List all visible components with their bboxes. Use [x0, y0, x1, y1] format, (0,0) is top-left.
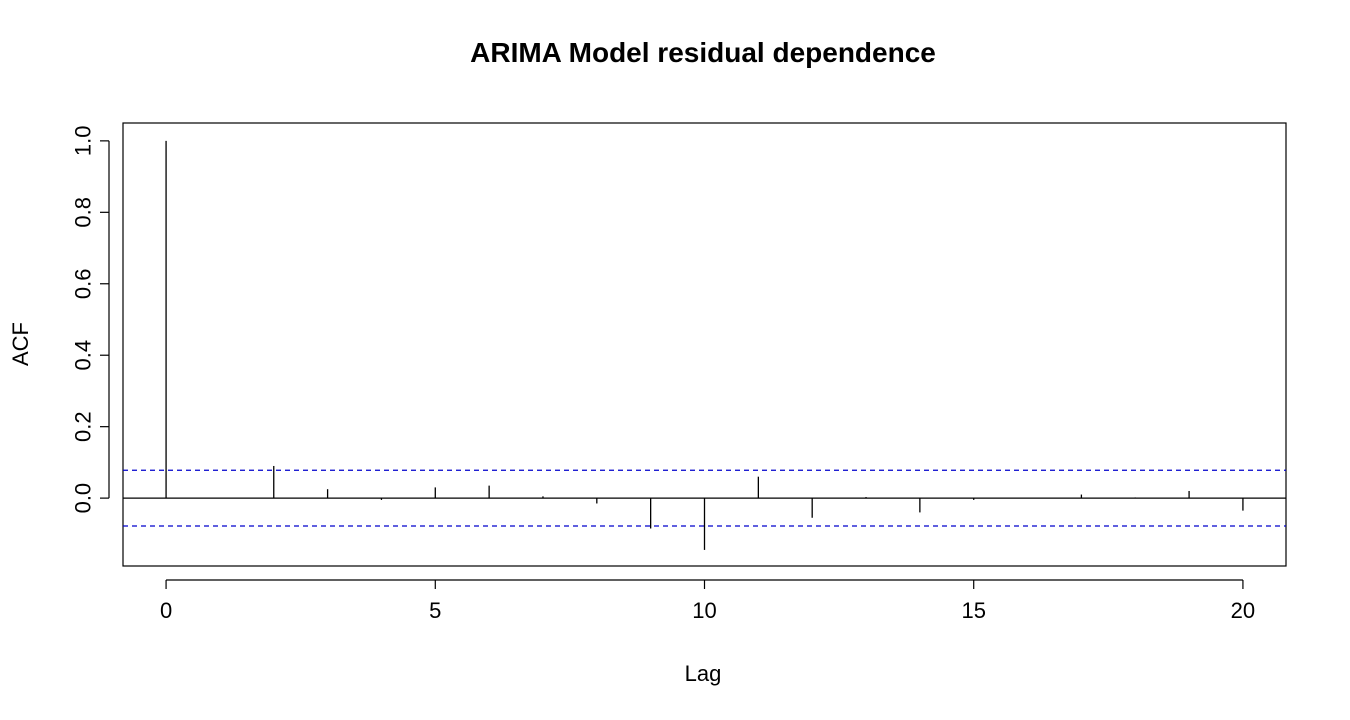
x-tick-label: 0	[160, 598, 172, 623]
chart-title: ARIMA Model residual dependence	[470, 37, 936, 68]
y-axis: 0.0 0.2 0.4 0.6 0.8 1.0	[71, 126, 110, 514]
x-tick-label: 5	[429, 598, 441, 623]
plot-frame	[122, 122, 1287, 567]
y-tick-label: 0.0	[71, 483, 96, 514]
x-tick-label: 20	[1231, 598, 1255, 623]
x-tick-label: 15	[961, 598, 985, 623]
y-tick-label: 0.8	[71, 197, 96, 228]
x-axis-label: Lag	[685, 661, 722, 686]
y-tick-label: 0.4	[71, 340, 96, 371]
x-tick-label: 10	[692, 598, 716, 623]
y-tick-label: 1.0	[71, 126, 96, 157]
y-axis-label: ACF	[8, 322, 33, 366]
y-tick-label: 0.2	[71, 411, 96, 442]
acf-bars	[165, 140, 1244, 550]
confidence-bounds	[123, 469, 1286, 527]
x-axis: 0 5 10 15 20	[160, 579, 1255, 623]
y-tick-label: 0.6	[71, 268, 96, 299]
